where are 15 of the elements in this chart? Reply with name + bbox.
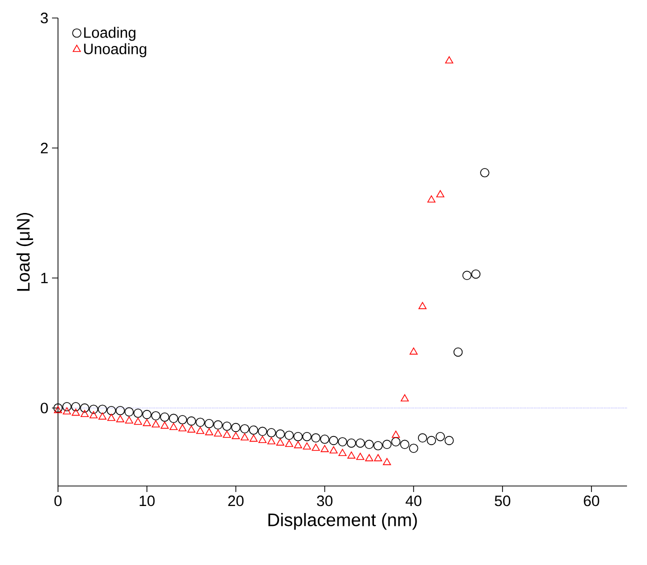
y-tick-label: 1 [41,272,48,284]
x-tick-label: 60 [584,496,600,506]
x-tick-label: 40 [406,496,422,506]
y-axis-title: Load (μN) [16,212,34,291]
x-axis-title: Displacement (nm) [268,513,417,530]
y-tick-label: 2 [40,142,48,154]
x-tick-label: 50 [494,496,510,506]
x-tick-label: 30 [316,496,332,506]
x-tick-label: 0 [54,496,62,506]
x-tick-label: 10 [140,496,155,506]
legend-label: Loading [84,26,136,41]
legend-label: Unoading [84,43,146,58]
x-tick-label: 20 [228,496,244,506]
y-tick-label: 3 [40,12,48,24]
y-tick-label: 0 [40,402,48,414]
